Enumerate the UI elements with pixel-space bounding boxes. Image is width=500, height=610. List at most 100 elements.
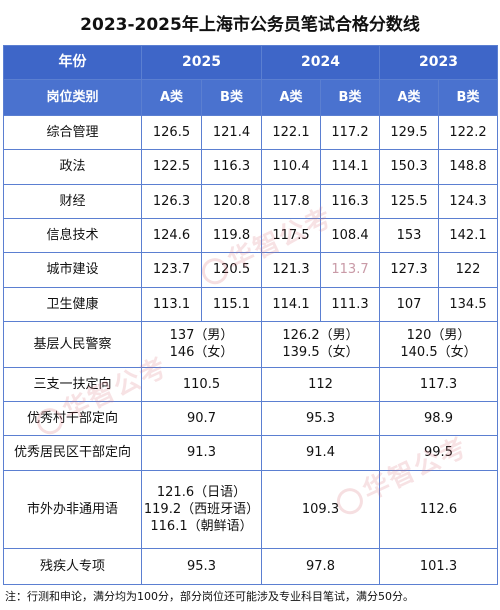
score-cell: 116.3 [201, 149, 262, 185]
score-cell: 124.6 [141, 217, 202, 254]
sub-header: B类 [320, 79, 380, 116]
table-row: 政法 122.5 116.3 110.4 114.1 150.3 148.8 [3, 149, 498, 185]
score-cell: 110.4 [261, 149, 321, 185]
score-cell: 122.2 [438, 114, 498, 151]
score-cell: 122.5 [141, 149, 202, 185]
row-label: 残疾人专项 [3, 547, 142, 585]
score-cell: 126.3 [141, 183, 202, 219]
score-cell: 129.5 [379, 114, 439, 151]
score-cell-merged: 120（男） 140.5（女） [379, 321, 498, 368]
row-label: 城市建设 [3, 252, 142, 288]
row-label: 卫生健康 [3, 286, 142, 323]
score-line: 116.1（朝鲜语） [150, 518, 253, 534]
score-cell: 123.7 [141, 252, 202, 288]
score-line: 140.5（女） [400, 345, 477, 361]
score-cell: 142.1 [438, 217, 498, 254]
score-cell: 121.3 [261, 252, 321, 288]
row-label: 市外办非通用语 [3, 469, 142, 549]
score-cell: 127.3 [379, 252, 439, 288]
score-cell: 115.1 [201, 286, 262, 323]
score-cell-merged: 109.3 [261, 469, 380, 549]
score-cell-merged: 126.2（男） 139.5（女） [261, 321, 380, 368]
score-cell: 111.3 [320, 286, 380, 323]
score-cell: 120.5 [201, 252, 262, 288]
score-line: 137（男） [169, 328, 234, 344]
score-line: 121.6（日语） [156, 484, 247, 500]
score-cell: 114.1 [261, 286, 321, 323]
year-header-row: 年份 2025 2024 2023 [3, 44, 498, 81]
score-cell-merged: 112 [261, 366, 380, 402]
score-cell: 114.1 [320, 149, 380, 185]
score-cell: 117.5 [261, 217, 321, 254]
sub-header: B类 [438, 79, 498, 116]
row-label: 三支一扶定向 [3, 366, 142, 402]
score-cell-merged: 99.5 [379, 435, 498, 471]
score-cell: 117.2 [320, 114, 380, 151]
table-row: 城市建设 123.7 120.5 121.3 113.7 127.3 122 [3, 252, 498, 288]
score-cell: 126.5 [141, 114, 202, 151]
score-cell: 150.3 [379, 149, 439, 185]
score-cell: 108.4 [320, 217, 380, 254]
table-row: 三支一扶定向 110.5 112 117.3 [3, 366, 498, 402]
category-header-label: 岗位类别 [3, 79, 142, 116]
table-row: 综合管理 126.5 121.4 122.1 117.2 129.5 122.2 [3, 114, 498, 151]
table-row: 优秀村干部定向 90.7 95.3 98.9 [3, 400, 498, 437]
score-cell-merged: 95.3 [141, 547, 262, 585]
score-cell: 134.5 [438, 286, 498, 323]
score-cell-merged: 97.8 [261, 547, 380, 585]
year-2024-header: 2024 [261, 44, 380, 81]
row-label: 政法 [3, 149, 142, 185]
score-cell-merged: 137（男） 146（女） [141, 321, 262, 368]
sub-header: A类 [261, 79, 321, 116]
row-label: 信息技术 [3, 217, 142, 254]
table-row: 优秀居民区干部定向 91.3 91.4 99.5 [3, 435, 498, 471]
score-cell: 107 [379, 286, 439, 323]
score-cell-merged: 91.3 [141, 435, 262, 471]
score-cell-merged: 117.3 [379, 366, 498, 402]
sub-header: B类 [201, 79, 262, 116]
category-header-row: 岗位类别 A类 B类 A类 B类 A类 B类 [3, 79, 498, 116]
year-2025-header: 2025 [141, 44, 262, 81]
score-cell-highlighted: 113.7 [320, 252, 380, 288]
row-label: 综合管理 [3, 114, 142, 151]
score-cell-merged: 91.4 [261, 435, 380, 471]
score-cell: 117.8 [261, 183, 321, 219]
score-line: 139.5（女） [282, 345, 359, 361]
score-cell: 124.3 [438, 183, 498, 219]
row-label: 财经 [3, 183, 142, 219]
table-row: 卫生健康 113.1 115.1 114.1 111.3 107 134.5 [3, 286, 498, 323]
score-cell: 116.3 [320, 183, 380, 219]
score-table: 年份 2025 2024 2023 岗位类别 A类 B类 A类 B类 A类 B类… [3, 44, 498, 585]
score-cell-merged: 98.9 [379, 400, 498, 437]
score-cell-merged: 121.6（日语） 119.2（西班牙语） 116.1（朝鲜语） [141, 469, 262, 549]
table-row: 残疾人专项 95.3 97.8 101.3 [3, 547, 498, 585]
score-cell: 148.8 [438, 149, 498, 185]
row-label: 基层人民警察 [3, 321, 142, 368]
table-row: 财经 126.3 120.8 117.8 116.3 125.5 124.3 [3, 183, 498, 219]
score-cell-merged: 90.7 [141, 400, 262, 437]
score-cell-merged: 110.5 [141, 366, 262, 402]
score-line: 119.2（西班牙语） [143, 501, 260, 517]
score-cell: 120.8 [201, 183, 262, 219]
score-cell: 122.1 [261, 114, 321, 151]
score-cell: 122 [438, 252, 498, 288]
table-row: 市外办非通用语 121.6（日语） 119.2（西班牙语） 116.1（朝鲜语）… [3, 469, 498, 549]
score-line: 126.2（男） [282, 328, 359, 344]
footnote: 注：行测和申论，满分均为100分，部分岗位还可能涉及专业科目笔试，满分50分。 [5, 590, 414, 603]
sub-header: A类 [379, 79, 439, 116]
table-row: 基层人民警察 137（男） 146（女） 126.2（男） 139.5（女） 1… [3, 321, 498, 368]
page-title: 2023-2025年上海市公务员笔试合格分数线 [80, 15, 420, 35]
year-2023-header: 2023 [379, 44, 498, 81]
score-cell: 121.4 [201, 114, 262, 151]
score-cell: 119.8 [201, 217, 262, 254]
score-cell-merged: 95.3 [261, 400, 380, 437]
score-cell-merged: 101.3 [379, 547, 498, 585]
score-cell-merged: 112.6 [379, 469, 498, 549]
score-cell: 153 [379, 217, 439, 254]
score-line: 120（男） [406, 328, 471, 344]
year-header-label: 年份 [3, 44, 142, 81]
row-label: 优秀村干部定向 [3, 400, 142, 437]
score-line: 146（女） [169, 345, 234, 361]
table-row: 信息技术 124.6 119.8 117.5 108.4 153 142.1 [3, 217, 498, 254]
sub-header: A类 [141, 79, 202, 116]
